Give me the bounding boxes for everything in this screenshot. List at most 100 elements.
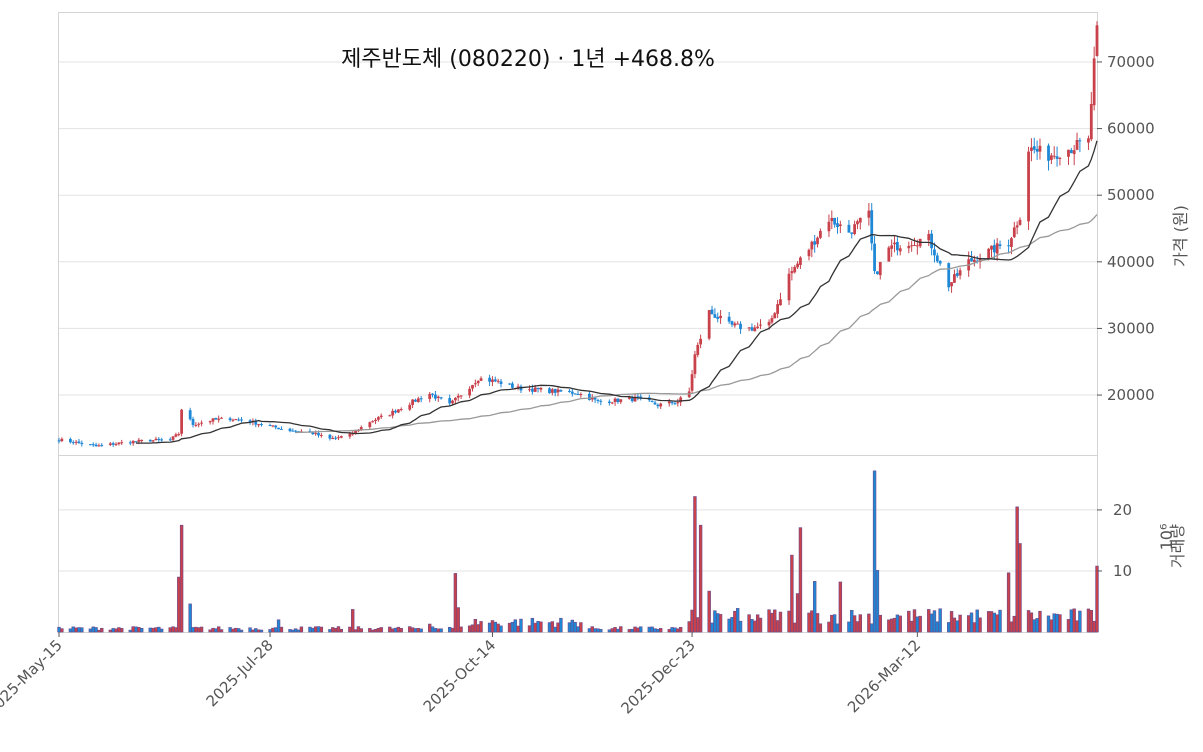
volume-bar <box>519 618 523 633</box>
volume-bar <box>91 626 95 633</box>
volume-bar <box>727 618 731 633</box>
candle-body <box>1047 145 1050 161</box>
candle-body <box>519 386 523 391</box>
volume-bar <box>370 629 375 633</box>
volume-bar <box>71 626 75 633</box>
volume-bar <box>1095 565 1099 633</box>
candle-body <box>140 439 144 441</box>
candle-body <box>77 441 81 443</box>
price-panel-frame <box>58 12 1098 456</box>
volume-bar <box>396 626 401 633</box>
volume-bar <box>932 610 937 633</box>
candle-body <box>511 383 514 388</box>
candle-body <box>74 441 78 443</box>
volume-bar <box>972 622 977 633</box>
volume-bar <box>912 609 917 633</box>
volume-bar <box>231 628 235 633</box>
volume-bar <box>1015 506 1019 633</box>
candle-body <box>536 387 540 390</box>
volume-bar <box>892 617 897 633</box>
candle-body <box>237 419 241 421</box>
volume-bar <box>416 628 420 633</box>
candle-body <box>151 440 155 442</box>
candle-body <box>830 218 834 222</box>
volume-bar <box>516 625 520 633</box>
candle-body <box>747 327 751 329</box>
candle-body <box>907 246 911 249</box>
candle-body <box>1018 219 1022 225</box>
volume-bar <box>179 524 184 633</box>
volume-bar <box>433 628 438 633</box>
candle-body <box>1072 150 1076 155</box>
candle-body <box>947 263 951 288</box>
candle-body <box>120 442 124 444</box>
volume-bar <box>553 626 557 633</box>
candle-body <box>915 245 919 247</box>
volume-bar <box>1055 613 1059 633</box>
candle-body <box>131 440 135 444</box>
candle-body <box>436 396 440 398</box>
volume-bar <box>633 626 637 633</box>
candle-body <box>311 432 315 435</box>
volume-bar <box>838 581 843 633</box>
candle-body <box>588 393 591 401</box>
candle-body <box>1058 157 1062 159</box>
candle-body <box>376 417 380 420</box>
volume-bar <box>154 627 158 633</box>
candle-body <box>71 442 75 444</box>
volume-bar <box>430 626 435 633</box>
candle-body <box>676 402 680 404</box>
candle-body <box>1030 147 1033 151</box>
volume-bar <box>989 611 994 633</box>
candle-body <box>736 323 740 325</box>
candle-body <box>1035 149 1039 152</box>
candle-body <box>813 241 817 245</box>
volume-bar <box>1089 610 1093 633</box>
volume-bar <box>656 628 660 633</box>
volume-bar <box>388 626 392 633</box>
candle-body <box>174 434 178 437</box>
candle-body <box>787 273 791 301</box>
price-tick-label: 60000 <box>1107 120 1155 138</box>
volume-axis-offset: 10⁶ <box>1157 524 1176 551</box>
candle-body <box>334 437 338 439</box>
candle-body <box>388 415 392 417</box>
volume-bar <box>850 609 854 633</box>
volume-bar <box>676 628 680 633</box>
volume-bar <box>419 628 423 633</box>
volume-bar <box>935 621 939 633</box>
candle-body <box>876 271 879 275</box>
candle-body <box>867 210 871 218</box>
volume-bar <box>636 627 640 633</box>
candle-body <box>476 381 480 384</box>
candle-body <box>992 245 996 253</box>
candle-body <box>995 243 999 254</box>
volume-bar <box>140 627 144 633</box>
volume-bar <box>927 609 931 633</box>
candle-body <box>673 403 677 405</box>
candle-body <box>730 321 734 325</box>
volume-bar <box>1012 615 1016 633</box>
candle-body <box>459 395 463 397</box>
volume-bar <box>852 615 857 633</box>
candle-body <box>639 396 643 398</box>
volume-bar <box>559 617 563 633</box>
candle-body <box>208 421 212 423</box>
volume-bar <box>1029 612 1034 633</box>
volume-bar <box>268 629 272 633</box>
candle-body <box>414 399 417 402</box>
candle-body <box>958 270 962 276</box>
candle-body <box>94 444 98 447</box>
volume-bar <box>678 626 683 633</box>
volume-bar <box>955 620 959 633</box>
volume-bar <box>527 625 532 633</box>
candle-body <box>314 432 318 434</box>
volume-bar <box>476 624 480 633</box>
candle-body <box>1092 58 1096 106</box>
volume-bar <box>898 615 902 633</box>
volume-bar <box>736 608 740 633</box>
volume-bar <box>793 622 797 633</box>
candle-body <box>573 393 577 395</box>
candle-body <box>1052 155 1056 157</box>
volume-bar <box>1066 619 1071 633</box>
